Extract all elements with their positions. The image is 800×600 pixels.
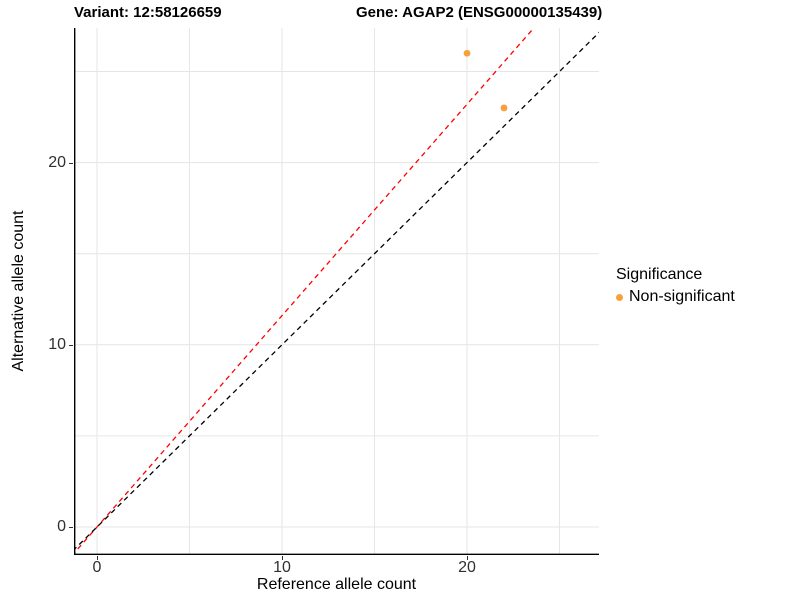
x-axis-title: Reference allele count: [256, 576, 417, 593]
y-tick-mark: [69, 344, 73, 346]
legend: Significance Non-significant: [616, 266, 735, 306]
fit-line: [59, 0, 560, 570]
legend-point-icon: [616, 293, 623, 301]
x-tick-mark: [467, 556, 468, 560]
plot-area: [59, 0, 634, 570]
y-tick-label: 20: [48, 153, 66, 171]
y-tick-label: 0: [57, 518, 66, 535]
x-tick-label: 0: [92, 559, 102, 576]
legend-items: Non-significant: [616, 288, 735, 306]
y-tick-label: 10: [48, 335, 66, 353]
legend-item: Non-significant: [616, 288, 735, 306]
plot-title-gene: Gene: AGAP2 (ENSG00000135439): [356, 4, 603, 21]
data-point: [500, 104, 508, 112]
x-tick-label: 20: [458, 559, 476, 576]
y-tick-mark: [69, 162, 73, 164]
plot-panel: [59, 0, 634, 570]
data-point: [463, 49, 471, 57]
x-tick-label: 10: [273, 559, 291, 576]
x-tick-mark: [282, 556, 283, 560]
y-tick-mark: [69, 527, 73, 528]
legend-title: Significance: [616, 266, 703, 283]
identity-line: [59, 0, 634, 564]
legend-item-label: Non-significant: [629, 288, 735, 305]
x-tick-mark: [97, 556, 98, 560]
plot-title-variant: Variant: 12:58126659: [74, 4, 222, 21]
